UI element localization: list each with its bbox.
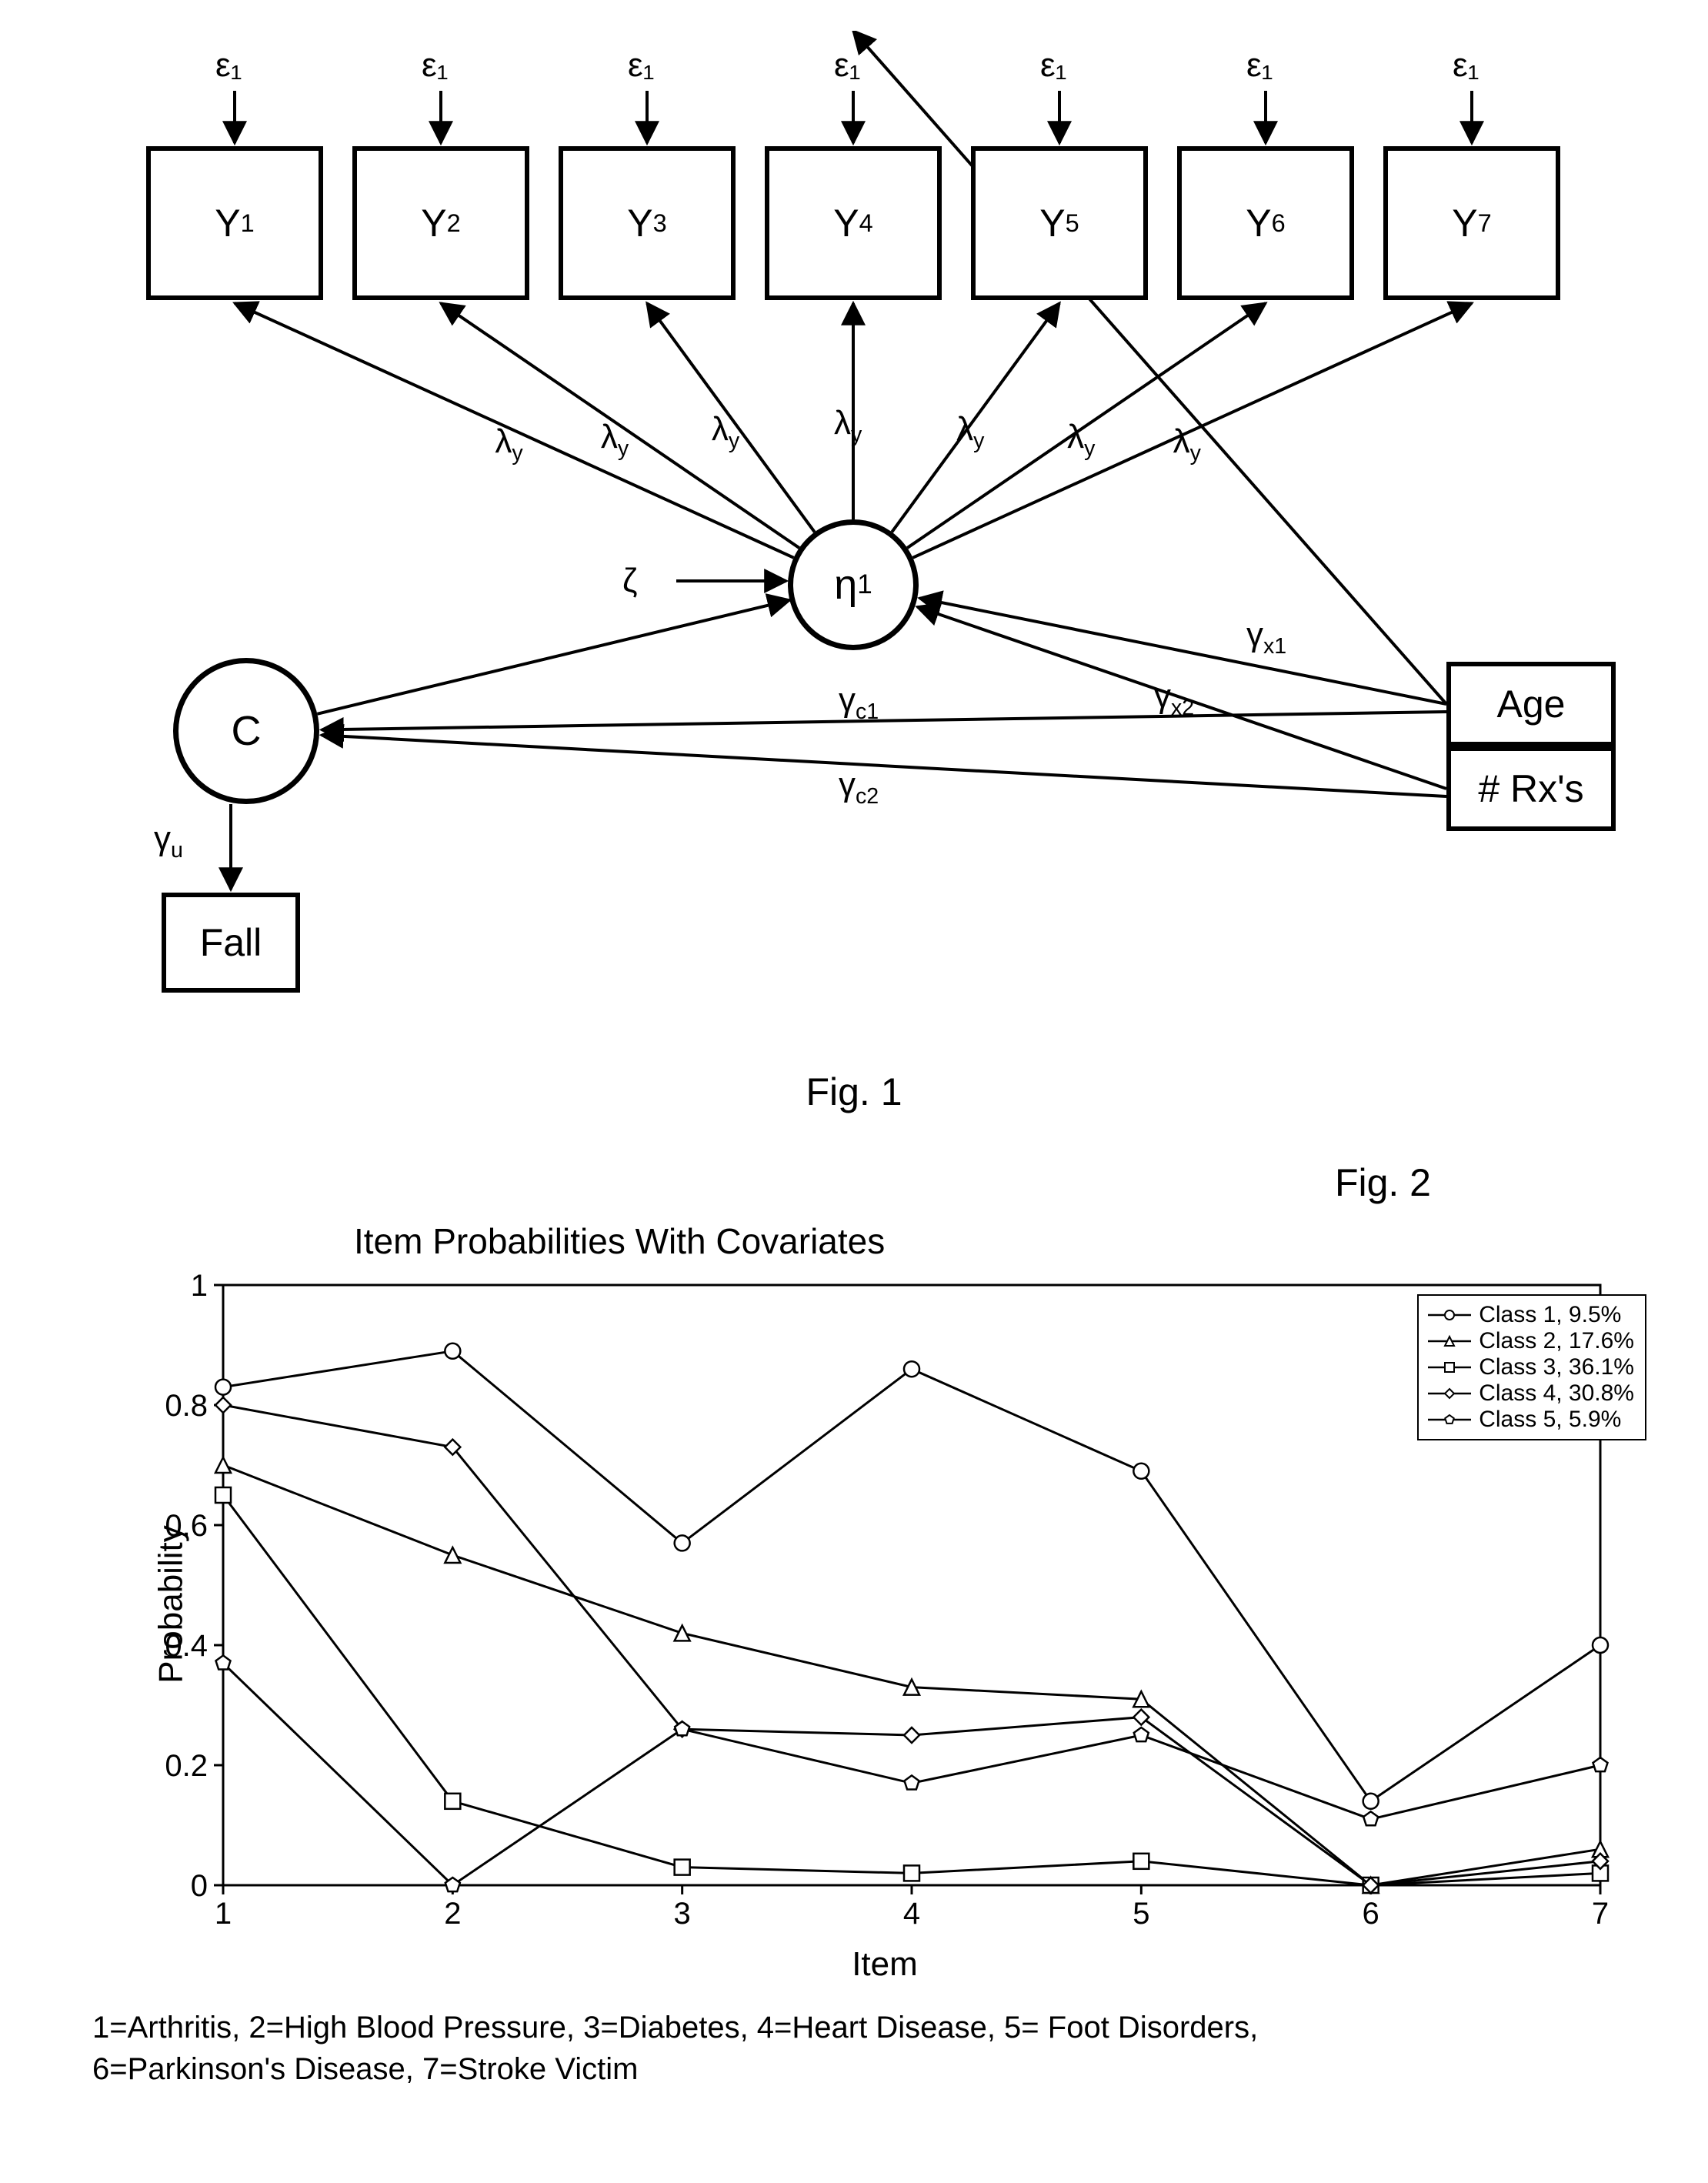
legend-item: Class 2, 17.6% [1426, 1328, 1634, 1354]
svg-text:3: 3 [674, 1897, 691, 1931]
lambda-label-3: λy [712, 410, 739, 454]
chart-container: Probability 00.20.40.60.811234567 Class … [154, 1270, 1662, 1939]
gamma-x1-label: γx1 [1246, 616, 1286, 659]
lambda-label-1: λy [495, 422, 522, 466]
epsilon-label-3: ε₁ [628, 46, 654, 85]
chart-footnote: 1=Arthritis, 2=High Blood Pressure, 3=Di… [92, 2007, 1662, 2090]
gamma-c1-label: γc1 [839, 681, 879, 725]
y-box-4: Y4 [765, 146, 942, 300]
chart-title: Item Probabilities With Covariates [354, 1220, 1662, 1262]
lambda-label-4: λy [834, 404, 862, 448]
rx-box: # Rx's [1446, 746, 1616, 831]
y-axis-label: Probability [152, 1525, 191, 1683]
legend-item: Class 5, 5.9% [1426, 1407, 1634, 1433]
gamma-x2-label: γx2 [1154, 677, 1194, 721]
zeta-label: ζ [622, 562, 637, 600]
epsilon-label-5: ε₁ [1040, 46, 1066, 85]
lambda-label-5: λy [956, 410, 984, 454]
epsilon-label-2: ε₁ [422, 46, 448, 85]
lambda-label-7: λy [1173, 422, 1201, 466]
x-axis-label: Item [154, 1945, 1616, 1984]
fig1-caption: Fig. 1 [46, 1070, 1662, 1114]
svg-text:0.8: 0.8 [165, 1389, 208, 1423]
svg-text:0: 0 [191, 1869, 208, 1903]
epsilon-label-4: ε₁ [834, 46, 860, 85]
svg-text:1: 1 [215, 1897, 232, 1931]
svg-text:4: 4 [903, 1897, 920, 1931]
svg-text:7: 7 [1592, 1897, 1609, 1931]
svg-text:1: 1 [191, 1270, 208, 1303]
line-chart: 00.20.40.60.811234567 [154, 1270, 1616, 1939]
lambda-label-6: λy [1067, 418, 1095, 462]
svg-text:2: 2 [444, 1897, 461, 1931]
y-box-3: Y3 [559, 146, 736, 300]
chart-legend: Class 1, 9.5%Class 2, 17.6%Class 3, 36.1… [1417, 1294, 1646, 1440]
y-box-6: Y6 [1177, 146, 1354, 300]
figure-1-diagram: Y1 ε₁ Y2 ε₁ Y3 ε₁ Y4 ε₁ Y5 ε₁ Y6 ε₁ Y7 ε₁ η1 λy λy λy λy λy… [46, 31, 1662, 1046]
y-box-2: Y2 [352, 146, 529, 300]
legend-item: Class 4, 30.8% [1426, 1380, 1634, 1407]
svg-text:6: 6 [1363, 1897, 1379, 1931]
y-box-1: Y1 [146, 146, 323, 300]
age-box: Age [1446, 662, 1616, 746]
gamma-c2-label: γc2 [839, 766, 879, 809]
gamma-u-label: γu [154, 819, 183, 863]
fig2-caption: Fig. 2 [46, 1160, 1662, 1205]
svg-text:0.2: 0.2 [165, 1749, 208, 1783]
eta-node: η1 [788, 519, 919, 650]
y-box-5: Y5 [971, 146, 1148, 300]
fall-box: Fall [162, 893, 300, 993]
c-node: C [173, 658, 319, 804]
legend-item: Class 3, 36.1% [1426, 1354, 1634, 1380]
legend-item: Class 1, 9.5% [1426, 1302, 1634, 1328]
y-box-7: Y7 [1383, 146, 1560, 300]
svg-text:5: 5 [1133, 1897, 1149, 1931]
epsilon-label-1: ε₁ [215, 46, 242, 85]
epsilon-label-6: ε₁ [1246, 46, 1273, 85]
lambda-label-2: λy [601, 418, 629, 462]
epsilon-label-7: ε₁ [1453, 46, 1479, 85]
